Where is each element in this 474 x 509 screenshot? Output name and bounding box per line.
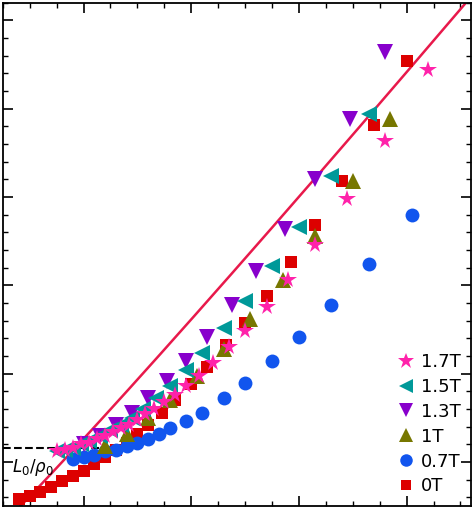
Text: $L_0/\rho_0$: $L_0/\rho_0$ [12,457,54,478]
Legend: 1.7T, 1.5T, 1.3T, 1T, 0.7T, 0T: 1.7T, 1.5T, 1.3T, 1T, 0.7T, 0T [397,351,462,497]
